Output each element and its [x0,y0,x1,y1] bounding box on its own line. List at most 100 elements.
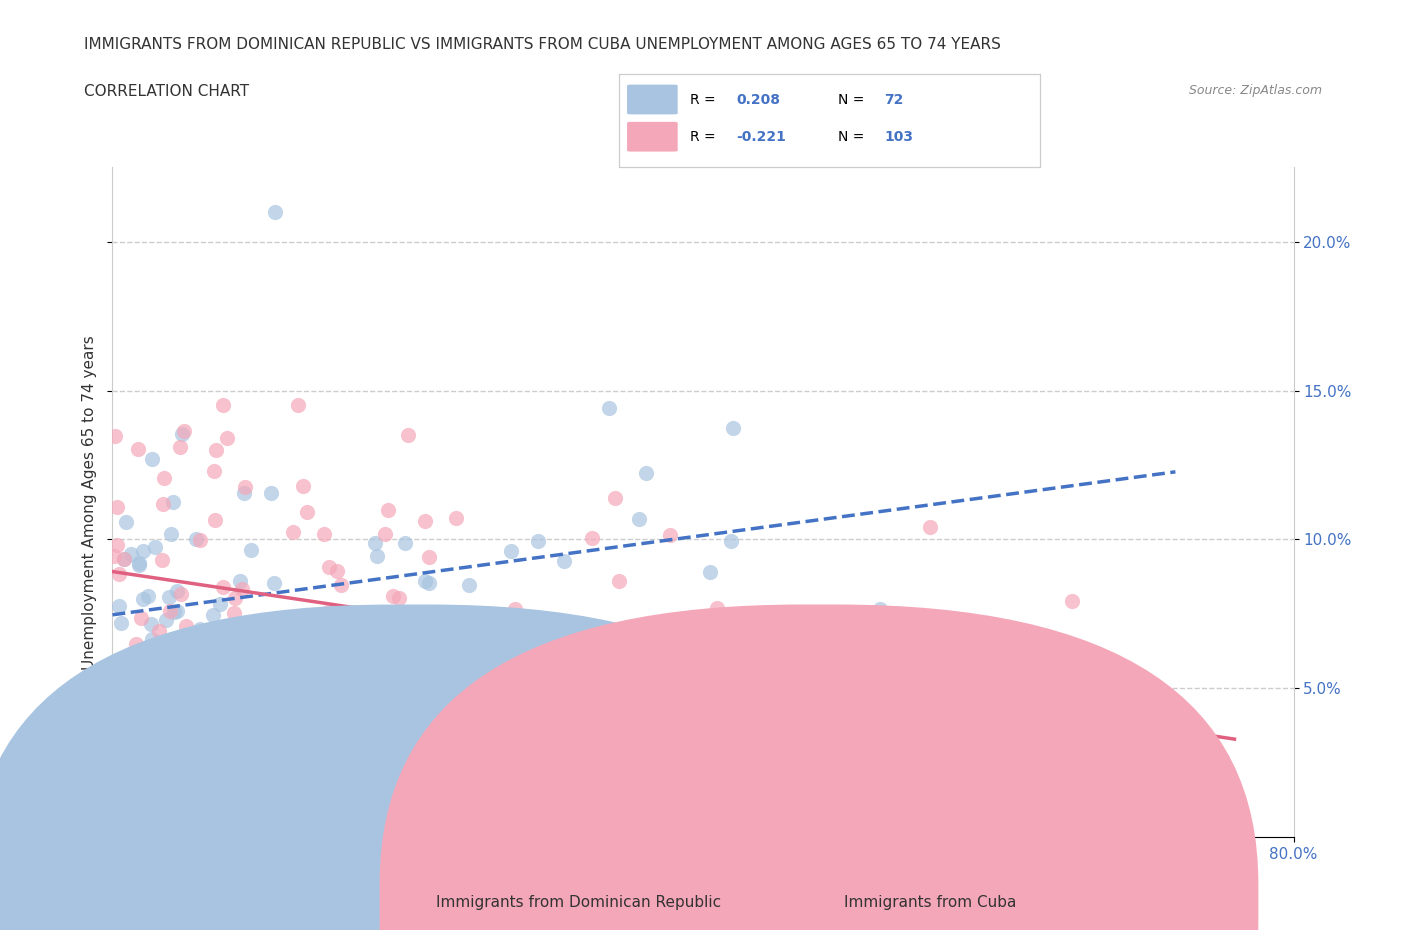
Point [368,733,391,748]
Point [387,624,409,639]
Text: -0.221: -0.221 [737,129,786,144]
Point [176,705,198,720]
Point [869,602,891,617]
Point [418,550,440,565]
Point [211,398,233,413]
Point [419,664,441,679]
Y-axis label: Unemployment Among Ages 65 to 74 years: Unemployment Among Ages 65 to 74 years [82,335,97,670]
Point [269,790,291,804]
Point [607,573,630,588]
Point [305,641,328,656]
Point [391,652,413,667]
Point [377,502,399,517]
Point [180,749,202,764]
Point [318,560,340,575]
Point [240,543,263,558]
Point [380,643,402,658]
Point [418,576,440,591]
Point [260,485,283,500]
Point [598,401,620,416]
Point [312,526,335,541]
Point [125,636,148,651]
Point [152,497,174,512]
Point [229,574,252,589]
Point [981,640,1004,655]
Point [413,606,436,621]
Point [138,663,160,678]
Point [204,629,226,644]
Point [110,616,132,631]
Point [366,661,388,676]
Point [141,631,163,646]
Point [129,611,152,626]
Point [142,643,165,658]
Point [326,564,349,578]
Point [628,512,651,526]
Point [366,549,388,564]
Point [581,530,603,545]
Point [157,590,180,604]
Point [264,677,287,692]
Text: R =: R = [690,92,720,107]
Point [522,639,544,654]
Text: Source: ZipAtlas.com: Source: ZipAtlas.com [1188,84,1322,97]
Point [174,618,197,633]
Point [302,688,325,703]
Point [441,626,464,641]
Point [801,699,824,714]
Point [294,607,316,622]
Point [148,624,170,639]
Point [295,504,318,519]
Point [135,653,157,668]
Point [250,644,273,658]
Text: R =: R = [690,129,720,144]
Point [374,527,396,542]
Text: 103: 103 [884,129,914,144]
Point [128,556,150,571]
Point [118,762,141,777]
Text: CORRELATION CHART: CORRELATION CHART [84,84,249,99]
Point [756,621,779,636]
Point [457,578,479,592]
Point [659,714,682,729]
Point [160,526,183,541]
Point [127,666,149,681]
Point [281,525,304,539]
Point [104,429,127,444]
Point [553,554,575,569]
Point [503,602,526,617]
Point [205,658,228,673]
Point [377,790,399,805]
Point [242,624,264,639]
Point [105,499,128,514]
Point [553,686,575,701]
Point [131,591,153,606]
Point [150,552,173,567]
Point [170,587,193,602]
Point [699,565,721,579]
Point [526,533,548,548]
Point [134,658,156,673]
Text: IMMIGRANTS FROM DOMINICAN REPUBLIC VS IMMIGRANTS FROM CUBA UNEMPLOYMENT AMONG AG: IMMIGRANTS FROM DOMINICAN REPUBLIC VS IM… [84,37,1001,52]
Point [112,551,135,566]
Point [402,623,425,638]
Point [112,655,135,670]
Point [124,646,146,661]
Point [194,647,217,662]
Point [107,598,129,613]
Point [316,604,339,619]
Point [413,574,436,589]
Text: 0.208: 0.208 [737,92,780,107]
Point [394,536,416,551]
Point [139,617,162,631]
Point [432,749,454,764]
Point [224,590,246,604]
Point [263,618,285,633]
Point [381,588,404,603]
Point [374,725,396,740]
Point [162,495,184,510]
Point [153,471,176,485]
Point [128,697,150,711]
Point [460,673,482,688]
Point [709,815,731,830]
